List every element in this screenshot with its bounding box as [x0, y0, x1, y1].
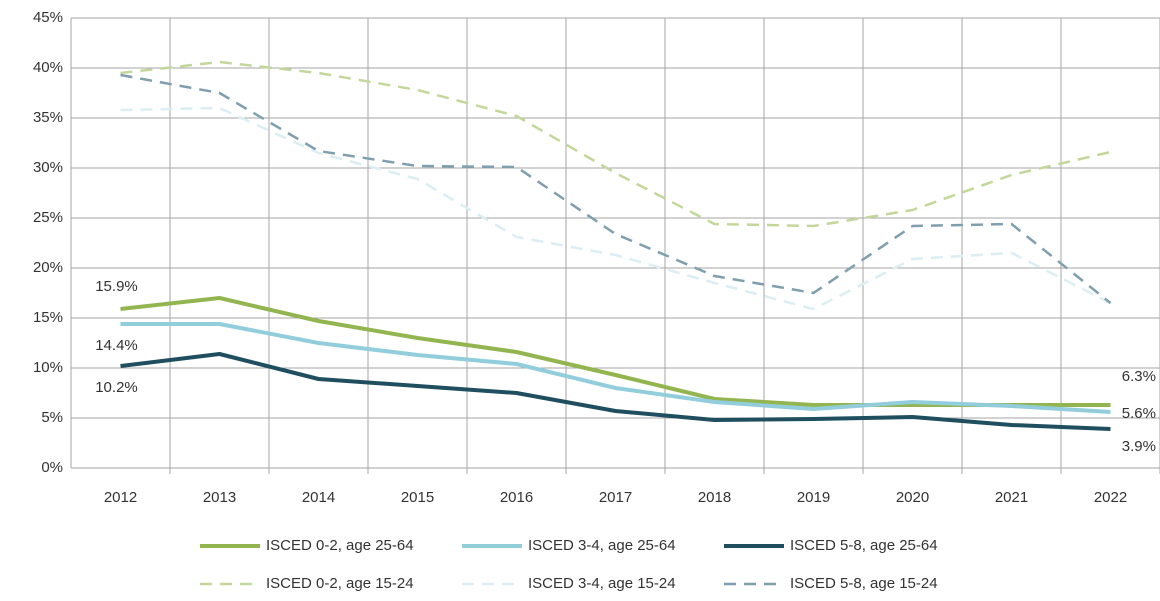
x-tick-label: 2018: [698, 489, 731, 506]
series-line: [120, 352, 1111, 431]
legend-label: ISCED 5-8, age 15-24: [790, 575, 938, 592]
data-label: 5.6%: [1122, 405, 1156, 422]
y-tick-label: 35%: [33, 109, 63, 126]
y-tick-label: 10%: [33, 359, 63, 376]
x-tick-label: 2015: [401, 489, 434, 506]
y-tick-label: 20%: [33, 259, 63, 276]
data-label: 6.3%: [1122, 368, 1156, 385]
x-tick-label: 2013: [203, 489, 236, 506]
legend-label: ISCED 5-8, age 25-64: [790, 537, 938, 554]
legend-label: ISCED 0-2, age 25-64: [266, 537, 414, 554]
data-label: 3.9%: [1122, 438, 1156, 455]
y-tick-label: 45%: [33, 9, 63, 26]
data-label: 10.2%: [95, 379, 138, 396]
x-tick-label: 2019: [797, 489, 830, 506]
y-tick-label: 40%: [33, 59, 63, 76]
y-tick-label: 25%: [33, 209, 63, 226]
legend-label: ISCED 3-4, age 15-24: [528, 575, 676, 592]
x-tick-label: 2012: [104, 489, 137, 506]
x-tick-label: 2014: [302, 489, 335, 506]
series-line: [120, 322, 1111, 414]
x-tick-label: 2017: [599, 489, 632, 506]
x-tick-label: 2021: [995, 489, 1028, 506]
series-line: [120, 60, 1111, 228]
y-tick-label: 15%: [33, 309, 63, 326]
x-tick-label: 2016: [500, 489, 533, 506]
x-tick-label: 2022: [1094, 489, 1127, 506]
legend-label: ISCED 0-2, age 15-24: [266, 575, 414, 592]
legend-label: ISCED 3-4, age 25-64: [528, 537, 676, 554]
y-tick-label: 0%: [41, 459, 63, 476]
x-tick-label: 2020: [896, 489, 929, 506]
data-label: 14.4%: [95, 337, 138, 354]
series-line: [120, 106, 1112, 311]
y-tick-label: 5%: [41, 409, 63, 426]
y-tick-label: 30%: [33, 159, 63, 176]
data-label: 15.9%: [95, 278, 138, 295]
